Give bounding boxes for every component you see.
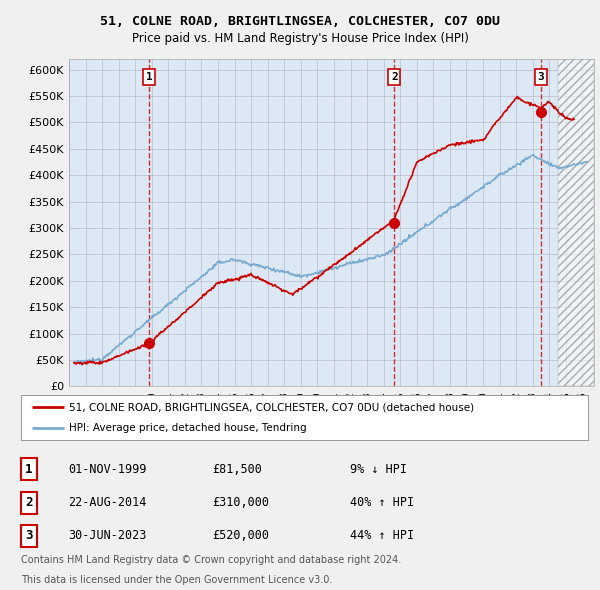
Text: 2: 2 xyxy=(391,72,398,82)
Text: 2: 2 xyxy=(25,496,32,509)
Text: Contains HM Land Registry data © Crown copyright and database right 2024.: Contains HM Land Registry data © Crown c… xyxy=(21,555,401,565)
Text: 9% ↓ HPI: 9% ↓ HPI xyxy=(350,463,407,476)
Text: 01-NOV-1999: 01-NOV-1999 xyxy=(68,463,146,476)
Text: 40% ↑ HPI: 40% ↑ HPI xyxy=(350,496,414,509)
Text: 3: 3 xyxy=(25,529,32,542)
Text: Price paid vs. HM Land Registry's House Price Index (HPI): Price paid vs. HM Land Registry's House … xyxy=(131,32,469,45)
Text: 44% ↑ HPI: 44% ↑ HPI xyxy=(350,529,414,542)
Text: £310,000: £310,000 xyxy=(212,496,269,509)
Text: HPI: Average price, detached house, Tendring: HPI: Average price, detached house, Tend… xyxy=(69,422,307,432)
Text: 51, COLNE ROAD, BRIGHTLINGSEA, COLCHESTER, CO7 0DU (detached house): 51, COLNE ROAD, BRIGHTLINGSEA, COLCHESTE… xyxy=(69,402,475,412)
Text: 51, COLNE ROAD, BRIGHTLINGSEA, COLCHESTER, CO7 0DU: 51, COLNE ROAD, BRIGHTLINGSEA, COLCHESTE… xyxy=(100,15,500,28)
Text: £520,000: £520,000 xyxy=(212,529,269,542)
Text: 3: 3 xyxy=(538,72,544,82)
Text: 22-AUG-2014: 22-AUG-2014 xyxy=(68,496,146,509)
Text: 30-JUN-2023: 30-JUN-2023 xyxy=(68,529,146,542)
Text: 1: 1 xyxy=(25,463,32,476)
Text: £81,500: £81,500 xyxy=(212,463,262,476)
Text: This data is licensed under the Open Government Licence v3.0.: This data is licensed under the Open Gov… xyxy=(21,575,332,585)
Text: 1: 1 xyxy=(146,72,152,82)
